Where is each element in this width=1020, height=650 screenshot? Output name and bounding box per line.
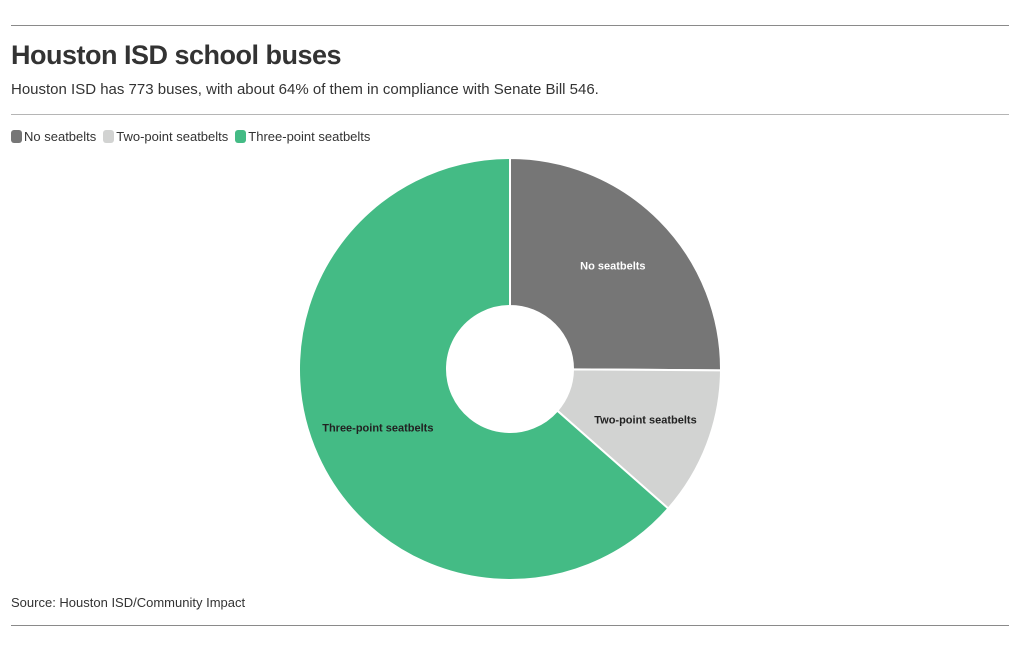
top-rule [11, 25, 1009, 26]
slice-label-two-point-seatbelts: Two-point seatbelts [594, 415, 696, 427]
legend-item-three-point-seatbelts: Three-point seatbelts [235, 129, 370, 144]
source-note: Source: Houston ISD/Community Impact [11, 595, 246, 610]
legend-label-three-point-seatbelts: Three-point seatbelts [248, 129, 371, 144]
donut-chart: No seatbelts Two-point seatbelts Three-poi… [0, 150, 1020, 590]
header-divider [11, 114, 1009, 115]
chart-legend: No seatbelts Two-point seatbelts Three-p… [11, 129, 377, 144]
legend-item-no-seatbelts: No seatbelts [11, 129, 96, 144]
slice-three-point-seatbelts [298, 156, 670, 581]
legend-swatch-two-point-seatbelts [103, 130, 115, 143]
slice-label-no-seatbelts: No seatbelts [580, 261, 645, 273]
chart-subtitle: Houston ISD has 773 buses, with about 64… [11, 81, 599, 98]
donut-chart-svg: No seatbelts Two-point seatbelts Three-poi… [298, 156, 723, 581]
bottom-rule [11, 625, 1009, 626]
chart-title: Houston ISD school buses [11, 40, 342, 70]
legend-item-two-point-seatbelts: Two-point seatbelts [103, 129, 228, 144]
slice-no-seatbelts [509, 156, 722, 372]
slice-label-three-point-seatbelts: Three-point seatbelts [322, 423, 433, 435]
legend-label-no-seatbelts: No seatbelts [24, 129, 97, 144]
legend-swatch-three-point-seatbelts [235, 130, 247, 143]
slice-two-point-seatbelts [555, 368, 723, 510]
legend-swatch-no-seatbelts [11, 130, 22, 143]
legend-label-two-point-seatbelts: Two-point seatbelts [116, 129, 229, 144]
